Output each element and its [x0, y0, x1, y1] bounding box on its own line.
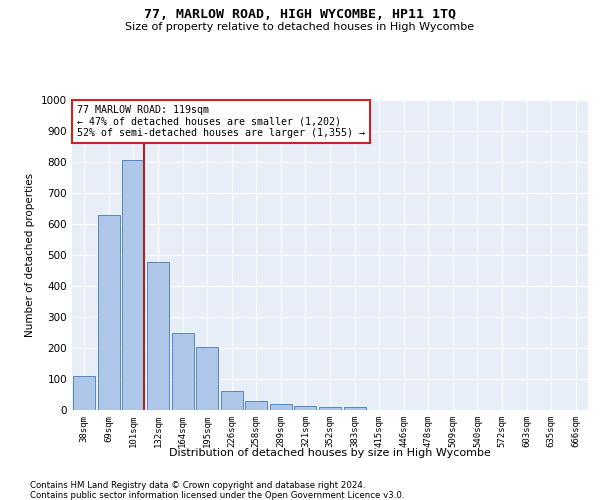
Bar [221, 392, 243, 410]
Y-axis label: Number of detached properties: Number of detached properties [25, 173, 35, 337]
Bar [196, 348, 218, 410]
Bar [270, 404, 292, 410]
Bar [344, 407, 365, 410]
Bar [172, 332, 194, 410]
Bar [319, 407, 341, 410]
Bar [245, 402, 268, 410]
Text: Contains HM Land Registry data © Crown copyright and database right 2024.: Contains HM Land Registry data © Crown c… [30, 481, 365, 490]
Text: Distribution of detached houses by size in High Wycombe: Distribution of detached houses by size … [169, 448, 491, 458]
Bar [295, 406, 316, 410]
Bar [122, 160, 145, 410]
Text: 77 MARLOW ROAD: 119sqm
← 47% of detached houses are smaller (1,202)
52% of semi-: 77 MARLOW ROAD: 119sqm ← 47% of detached… [77, 104, 365, 138]
Text: Size of property relative to detached houses in High Wycombe: Size of property relative to detached ho… [125, 22, 475, 32]
Bar [73, 376, 95, 410]
Bar [98, 214, 120, 410]
Text: Contains public sector information licensed under the Open Government Licence v3: Contains public sector information licen… [30, 491, 404, 500]
Text: 77, MARLOW ROAD, HIGH WYCOMBE, HP11 1TQ: 77, MARLOW ROAD, HIGH WYCOMBE, HP11 1TQ [144, 8, 456, 20]
Bar [147, 262, 169, 410]
